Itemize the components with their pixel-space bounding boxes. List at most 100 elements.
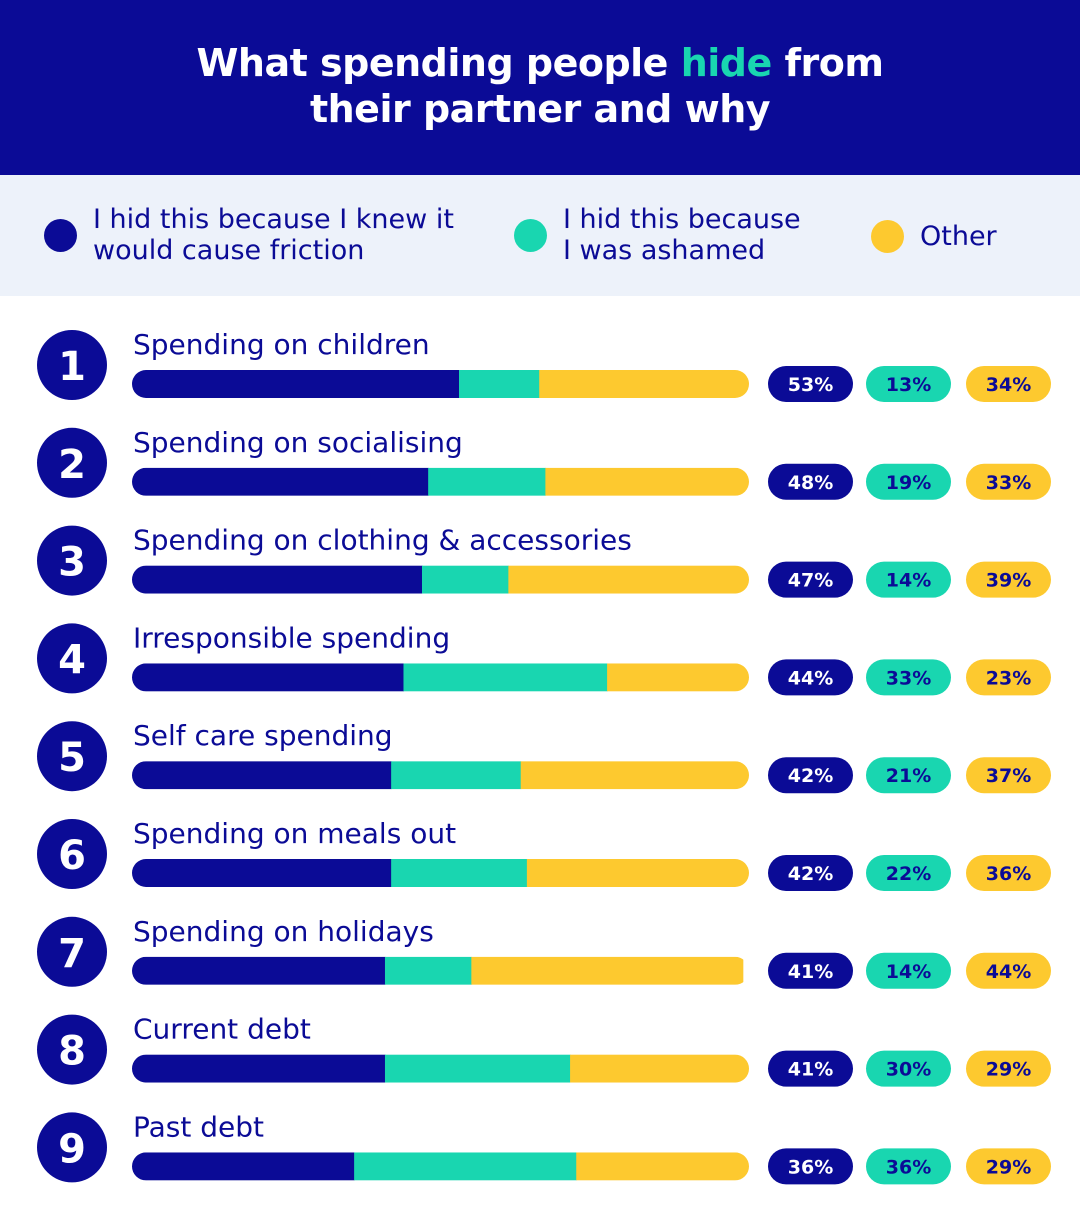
legend-dot-friction xyxy=(44,218,77,252)
value-pill-ashamed xyxy=(866,659,951,696)
rank-badge xyxy=(37,1014,107,1085)
bar-segment-other xyxy=(576,1152,749,1181)
legend-label-friction: I hid this because I knew it would cause… xyxy=(93,204,454,266)
bar-segment-other xyxy=(570,1054,749,1083)
bar-segment-friction xyxy=(132,1152,355,1181)
bar-segment-ashamed xyxy=(384,1054,571,1083)
stacked-bar-chart: 1 Spending on children 53% 13% 34% 2 Spending … xyxy=(37,328,1051,1185)
value-pill-other xyxy=(966,1050,1051,1087)
bar-segment-friction xyxy=(132,663,404,692)
value-pill-other xyxy=(966,463,1051,500)
value-pill-friction xyxy=(768,757,853,794)
bar-segment-ashamed xyxy=(403,663,608,692)
value-pill-other xyxy=(966,757,1051,794)
data-label-other: 37% xyxy=(986,765,1031,787)
category-label: Self care spending xyxy=(133,719,393,752)
chart-row: 5 Self care spending 42% 21% 37% xyxy=(37,719,1051,794)
data-label-ashamed: 30% xyxy=(886,1059,931,1081)
data-label-ashamed: 36% xyxy=(886,1156,931,1178)
legend-dot-other xyxy=(871,220,904,253)
rank-number: 6 xyxy=(58,833,86,879)
data-label-ashamed: 21% xyxy=(886,765,931,787)
value-pill-ashamed xyxy=(866,952,951,989)
rank-badge xyxy=(37,525,107,596)
chart-row: 2 Spending on socialising 48% 19% 33% xyxy=(37,426,1051,500)
bar-segment-ashamed xyxy=(354,1152,577,1181)
data-label-ashamed: 19% xyxy=(886,472,931,494)
rank-number: 7 xyxy=(58,931,86,977)
legend-label-friction-line-2: would cause friction xyxy=(93,235,365,266)
header-banner: What spending people hide from their par… xyxy=(0,0,1080,175)
rank-number: 3 xyxy=(58,540,86,586)
stacked-bar xyxy=(132,370,749,398)
chart-row: 4 Irresponsible spending 44% 33% 23% xyxy=(37,621,1051,696)
bar-segment-other xyxy=(545,467,749,496)
chart-row: 7 Spending on holidays 41% 14% 44% xyxy=(37,915,1051,989)
legend-item-ashamed: I hid this because I was ashamed xyxy=(514,204,801,266)
data-label-friction: 41% xyxy=(788,1059,833,1081)
value-pill-ashamed xyxy=(866,561,951,598)
bar-segment-friction xyxy=(132,859,392,887)
value-pill-friction xyxy=(768,366,853,402)
rank-badge xyxy=(37,427,107,498)
bar-segment-other xyxy=(607,663,749,692)
value-pill-friction xyxy=(768,855,853,891)
title-highlight: hide xyxy=(680,41,773,85)
bar-segment-friction xyxy=(132,761,392,790)
rank-number: 1 xyxy=(58,344,86,390)
chart-row: 6 Spending on meals out 42% 22% 36% xyxy=(37,817,1051,891)
legend-label-ashamed-line-2: I was ashamed xyxy=(563,235,766,266)
stacked-bar xyxy=(132,859,749,887)
legend: I hid this because I knew it would cause… xyxy=(0,175,1080,296)
bar-segment-ashamed xyxy=(391,761,522,790)
data-label-friction: 47% xyxy=(788,570,833,592)
rank-number: 8 xyxy=(58,1029,86,1075)
data-label-ashamed: 14% xyxy=(886,961,931,983)
bar-segment-ashamed xyxy=(384,956,472,985)
data-label-ashamed: 22% xyxy=(886,863,931,885)
bar-segment-other xyxy=(508,565,749,594)
title-text-before: What spending people xyxy=(196,41,681,85)
title-line-1: What spending people hide from xyxy=(0,40,1080,86)
data-label-friction: 44% xyxy=(788,667,833,689)
bar-segment-friction xyxy=(132,1054,386,1083)
data-label-friction: 36% xyxy=(788,1156,833,1178)
data-label-other: 34% xyxy=(986,374,1031,396)
value-pill-friction xyxy=(768,1148,853,1185)
legend-item-friction: I hid this because I knew it would cause… xyxy=(44,204,454,266)
rank-badge xyxy=(37,721,107,792)
value-pill-ashamed xyxy=(866,366,951,402)
value-pill-other xyxy=(966,659,1051,696)
bar-segment-other xyxy=(471,956,744,985)
value-pill-friction xyxy=(768,1050,853,1087)
value-pill-other xyxy=(966,366,1051,402)
data-label-other: 29% xyxy=(986,1156,1031,1178)
bar-segment-friction xyxy=(132,467,429,496)
value-pill-ashamed xyxy=(866,1050,951,1087)
category-label: Current debt xyxy=(133,1013,311,1046)
data-label-other: 29% xyxy=(986,1059,1031,1081)
rank-number: 5 xyxy=(58,735,86,781)
stacked-bar xyxy=(132,956,744,985)
rank-badge xyxy=(37,1112,107,1183)
value-pill-ashamed xyxy=(866,463,951,500)
title-line-2: their partner and why xyxy=(309,87,771,131)
category-label: Spending on meals out xyxy=(133,817,456,850)
rank-number: 2 xyxy=(58,442,86,488)
value-pill-friction xyxy=(768,659,853,696)
legend-dot-ashamed xyxy=(514,218,547,252)
chart-row: 1 Spending on children 53% 13% 34% xyxy=(37,328,1051,402)
value-pill-ashamed xyxy=(866,757,951,794)
legend-label-ashamed: I hid this because I was ashamed xyxy=(563,204,801,266)
value-pill-ashamed xyxy=(866,855,951,891)
data-label-friction: 41% xyxy=(788,961,833,983)
rank-badge xyxy=(37,330,107,400)
category-label: Past debt xyxy=(133,1110,264,1143)
category-label: Spending on children xyxy=(133,328,430,361)
data-label-other: 39% xyxy=(986,570,1031,592)
chart-row: 3 Spending on clothing & accessories 47% 14… xyxy=(37,524,1051,598)
data-label-ashamed: 33% xyxy=(886,667,931,689)
stacked-bar xyxy=(132,467,749,496)
bar-segment-other xyxy=(520,761,749,790)
value-pill-friction xyxy=(768,561,853,598)
